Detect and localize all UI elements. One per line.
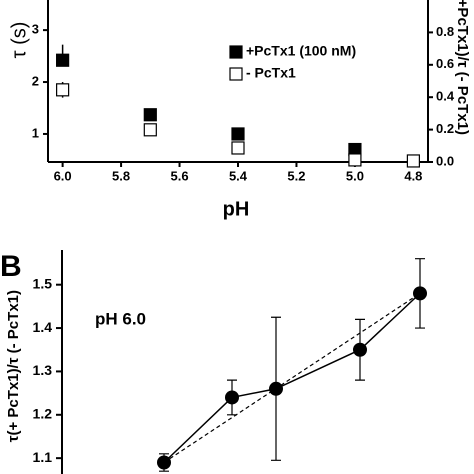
x-tick-label: 5.6 [170,168,188,183]
x-tick-label: 4.8 [404,168,422,183]
y2-tick-label: 0.2 [436,121,454,136]
y-tick-label: 3 [32,22,39,37]
y-tick-label: 2 [32,73,39,88]
y2-tick-label: 0.6 [436,56,454,71]
x-tick-label: 6.0 [54,168,72,183]
marker [269,381,283,396]
y-axis-label: τ(+ PcTx1)/τ (- PcTx1) [5,290,22,442]
y2-tick-label: 0.4 [436,89,455,104]
y-tick-label: 1.2 [33,405,53,421]
y2-tick-label: 0.0 [436,153,454,168]
legend-marker [229,67,243,81]
marker [348,153,362,167]
legend-label: +PcTx1 (100 nM) [246,43,356,59]
marker [413,286,427,301]
fit-line [163,292,421,463]
x-tick-label: 5.8 [112,168,130,183]
x-tick-label: 5.4 [229,168,248,183]
panel-label: B [0,250,22,283]
x-tick-label: 5.0 [346,168,364,183]
marker [406,154,420,168]
y-tick-label: 1 [32,125,39,140]
y-tick-label: 1.1 [33,449,53,465]
marker [143,123,157,137]
marker [143,108,157,122]
marker [231,127,245,141]
marker [56,53,70,67]
y-tick-label: 1.3 [33,362,53,378]
marker [353,342,367,357]
y2-axis-label: τ(+PcTx1)/τ (- PcTx1) [454,0,471,135]
annotation: pH 6.0 [95,309,146,328]
legend-label: - PcTx1 [246,65,296,81]
y-axis-label: τ (s) [8,22,30,59]
y2-tick-label: 0.8 [436,24,454,39]
marker [157,455,171,470]
y-tick-label: 1.4 [33,319,53,335]
x-axis-label: pH [223,198,250,220]
legend-marker [229,45,243,59]
y-tick-label: 1.5 [33,275,53,291]
marker [56,83,70,97]
x-tick-label: 5.2 [287,168,305,183]
marker [231,141,245,155]
marker [225,390,239,405]
